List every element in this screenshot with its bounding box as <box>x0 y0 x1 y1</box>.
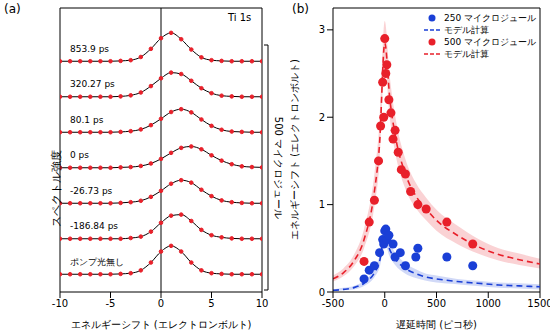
svg-text:-5: -5 <box>106 298 116 309</box>
svg-text:0: 0 <box>158 298 164 309</box>
svg-text:-186.84 ps: -186.84 ps <box>70 221 118 231</box>
svg-text:1: 1 <box>319 199 325 210</box>
svg-text:5: 5 <box>208 298 214 309</box>
svg-text:ポンプ光無し: ポンプ光無し <box>70 257 124 267</box>
html-text:250 マイクロジュール: 250 マイクロジュール <box>444 13 536 23</box>
svg-text:320.27 ps: 320.27 ps <box>70 79 115 89</box>
html-text:Ti 1s: Ti 1s <box>228 12 252 23</box>
svg-text:500: 500 <box>427 298 446 309</box>
svg-text:-500: -500 <box>322 298 345 309</box>
svg-text:2: 2 <box>319 112 325 123</box>
svg-text:10: 10 <box>256 298 269 309</box>
html-text:モデル計算: モデル計算 <box>444 25 489 35</box>
svg-text:0: 0 <box>382 298 388 309</box>
svg-text:エネルギーシフト (エレクトロンボルト): エネルギーシフト (エレクトロンボルト) <box>71 319 252 330</box>
svg-text:1500: 1500 <box>527 298 542 309</box>
svg-text:エネルギーシフト (エレクトロンボルト): エネルギーシフト (エレクトロンボルト) <box>290 59 300 240</box>
svg-text:スペクトル強度: スペクトル強度 <box>50 150 63 227</box>
svg-text:853.9 ps: 853.9 ps <box>70 44 109 54</box>
svg-text:0 ps: 0 ps <box>70 150 89 160</box>
svg-text:-10: -10 <box>52 298 68 309</box>
svg-text:遅延時間 (ピコ秒): 遅延時間 (ピコ秒) <box>396 319 477 330</box>
svg-text:0: 0 <box>319 287 325 298</box>
svg-text:3: 3 <box>319 24 325 35</box>
svg-text:80.1 ps: 80.1 ps <box>70 115 104 125</box>
html-text:(a): (a) <box>4 2 21 16</box>
html-text:500 マイクロジュール: 500 マイクロジュール <box>273 116 284 220</box>
svg-text:1000: 1000 <box>476 298 501 309</box>
svg-text:-26.73 ps: -26.73 ps <box>70 186 113 196</box>
html-text:(b): (b) <box>292 2 309 16</box>
html-text:500 マイクロジュール: 500 マイクロジュール <box>444 37 536 47</box>
html-text:モデル計算: モデル計算 <box>444 49 489 59</box>
